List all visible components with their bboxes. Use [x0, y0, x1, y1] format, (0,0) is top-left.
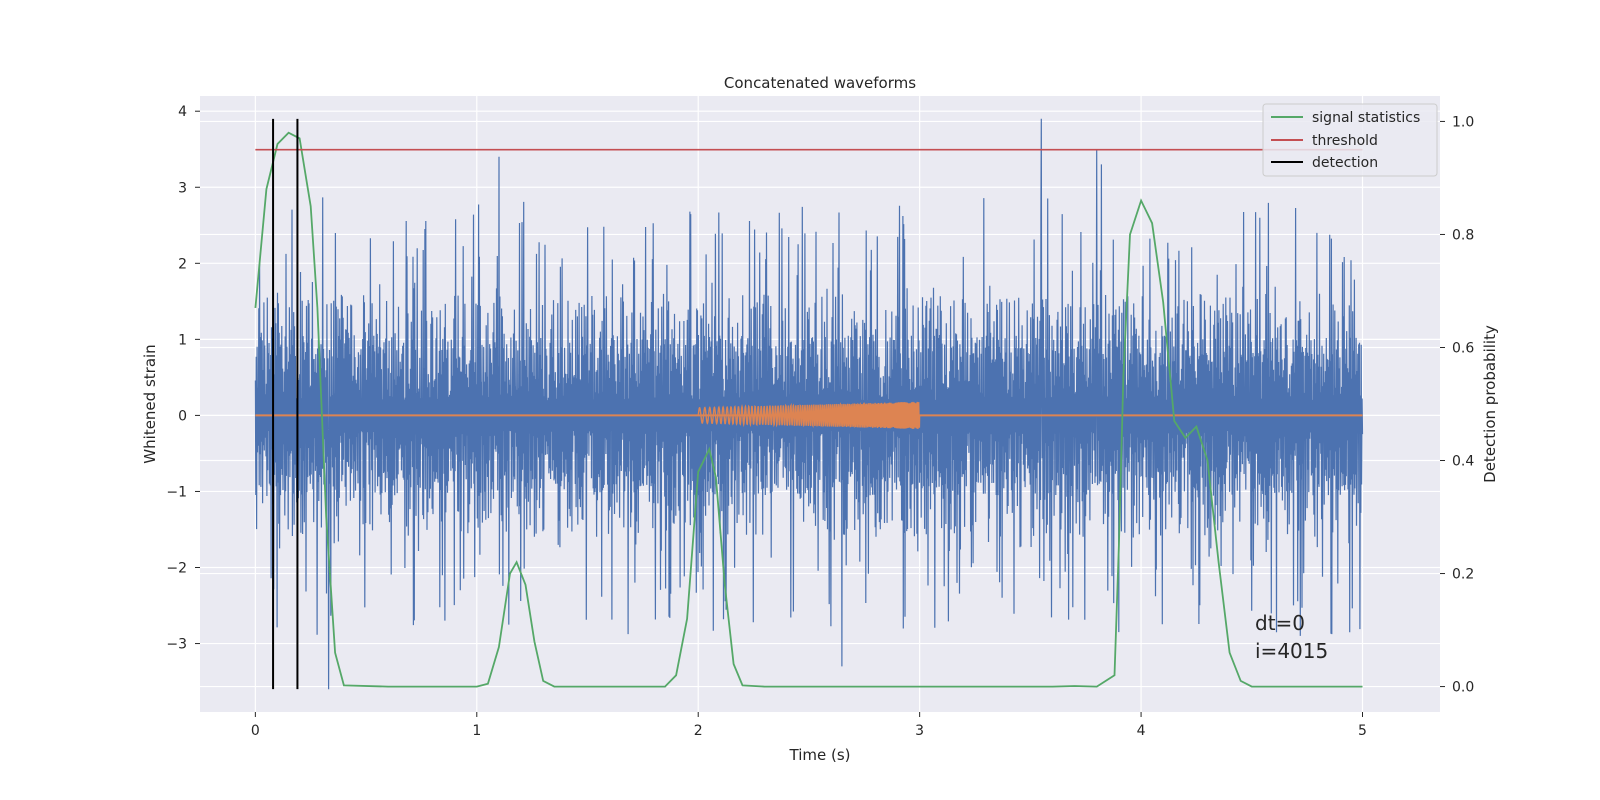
x-tick-label: 5: [1358, 723, 1367, 739]
legend-label-detection: detection: [1312, 155, 1378, 171]
x-tick-label: 3: [915, 723, 924, 739]
x-tick-label: 4: [1137, 723, 1146, 739]
legend-box: [1262, 103, 1438, 177]
y-tick-label-right: 0.0: [1452, 680, 1474, 696]
annotation: dt=0 i=4015: [1255, 611, 1328, 663]
y-tick-label-right: 0.6: [1452, 340, 1474, 356]
plot-area: [254, 118, 1364, 690]
legend-label-threshold: threshold: [1312, 133, 1378, 149]
x-tick-label: 0: [251, 723, 260, 739]
chart-title: Concatenated waveforms: [724, 74, 916, 92]
x-tick-label: 1: [472, 723, 481, 739]
y-tick-label-left: −2: [166, 561, 187, 577]
x-tick-label: 2: [694, 723, 703, 739]
y-axis-label-right: Detection probability: [1481, 325, 1499, 483]
series-waveform: [697, 401, 921, 430]
y-tick-label-left: 4: [178, 104, 187, 120]
y-tick-label-left: 3: [178, 180, 187, 196]
x-axis-ticks: 0 1 2 3 4 5: [251, 712, 1367, 739]
annotation-dt: dt=0: [1255, 611, 1305, 635]
y-tick-label-left: −3: [166, 637, 187, 653]
annotation-i: i=4015: [1255, 639, 1328, 663]
series-detection: [272, 118, 299, 690]
x-axis-label: Time (s): [789, 746, 851, 764]
right-axis-ticks: 0.0 0.2 0.4 0.6 0.8 1.0: [1440, 114, 1474, 696]
y-tick-label-left: 0: [178, 408, 187, 424]
legend-label-signal: signal statistics: [1312, 110, 1420, 126]
left-axis-ticks: −3 −2 −1 0 1 2 3 4: [166, 104, 200, 653]
legend: signal statistics threshold detection: [1262, 103, 1438, 177]
y-tick-label-left: 1: [178, 332, 187, 348]
y-tick-label-right: 0.4: [1452, 454, 1474, 470]
y-tick-label-right: 0.2: [1452, 567, 1474, 583]
y-tick-label-left: −1: [166, 484, 187, 500]
y-tick-label-right: 0.8: [1452, 227, 1474, 243]
series-signal-statistics: [254, 131, 1363, 688]
y-tick-label-right: 1.0: [1452, 114, 1474, 130]
y-tick-label-left: 2: [178, 256, 187, 272]
y-axis-label-left: Whitened strain: [141, 344, 159, 463]
